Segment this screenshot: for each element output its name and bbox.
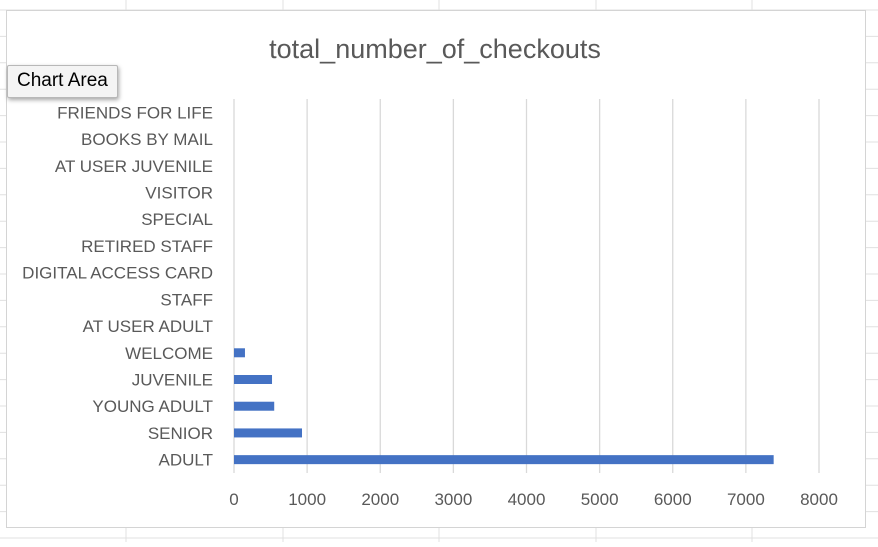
category-label: JUVENILE xyxy=(132,371,213,390)
category-label: BOOKS BY MAIL xyxy=(81,130,213,149)
x-tick-label: 1000 xyxy=(288,490,326,509)
category-label: SPECIAL xyxy=(141,210,213,229)
category-label: AT USER ADULT xyxy=(83,317,213,336)
category-labels: ADULT SENIOR YOUNG ADULT JUVENILE WELCOME AT … xyxy=(22,103,213,469)
x-tick-label: 6000 xyxy=(654,490,692,509)
x-tick-label: 8000 xyxy=(800,490,838,509)
x-tick-label: 0 xyxy=(229,490,238,509)
bar-welcome[interactable] xyxy=(234,348,245,358)
gridlines xyxy=(233,99,820,473)
category-label: DIGITAL ACCESS CARD xyxy=(22,264,213,283)
x-tick-label: 2000 xyxy=(361,490,399,509)
bar-juvenile[interactable] xyxy=(234,375,273,384)
chart-area-tooltip: Chart Area xyxy=(7,65,118,98)
category-label: ADULT xyxy=(159,451,213,470)
x-tick-labels: 0 1000 2000 3000 4000 5000 6000 7000 8000 xyxy=(229,490,838,509)
chart-area[interactable]: total_number_of_checkouts ADULT SENIOR YOU… xyxy=(6,10,866,528)
category-label: FRIENDS FOR LIFE xyxy=(57,103,213,122)
category-label: WELCOME xyxy=(125,344,213,363)
bar-senior[interactable] xyxy=(234,428,303,438)
category-label: YOUNG ADULT xyxy=(92,397,213,416)
category-label: RETIRED STAFF xyxy=(81,237,213,256)
x-tick-label: 4000 xyxy=(508,490,546,509)
category-label: VISITOR xyxy=(145,184,213,203)
category-label: STAFF xyxy=(160,290,213,309)
category-label: SENIOR xyxy=(148,424,213,443)
bar-adult[interactable] xyxy=(234,455,774,465)
bar-chart: total_number_of_checkouts ADULT SENIOR YOU… xyxy=(22,34,838,509)
chart-title: total_number_of_checkouts xyxy=(269,34,601,64)
x-tick-label: 5000 xyxy=(581,490,619,509)
x-tick-label: 3000 xyxy=(434,490,472,509)
bar-young-adult[interactable] xyxy=(234,401,275,411)
x-tick-label: 7000 xyxy=(727,490,765,509)
category-label: AT USER JUVENILE xyxy=(55,157,213,176)
bars xyxy=(234,348,774,465)
